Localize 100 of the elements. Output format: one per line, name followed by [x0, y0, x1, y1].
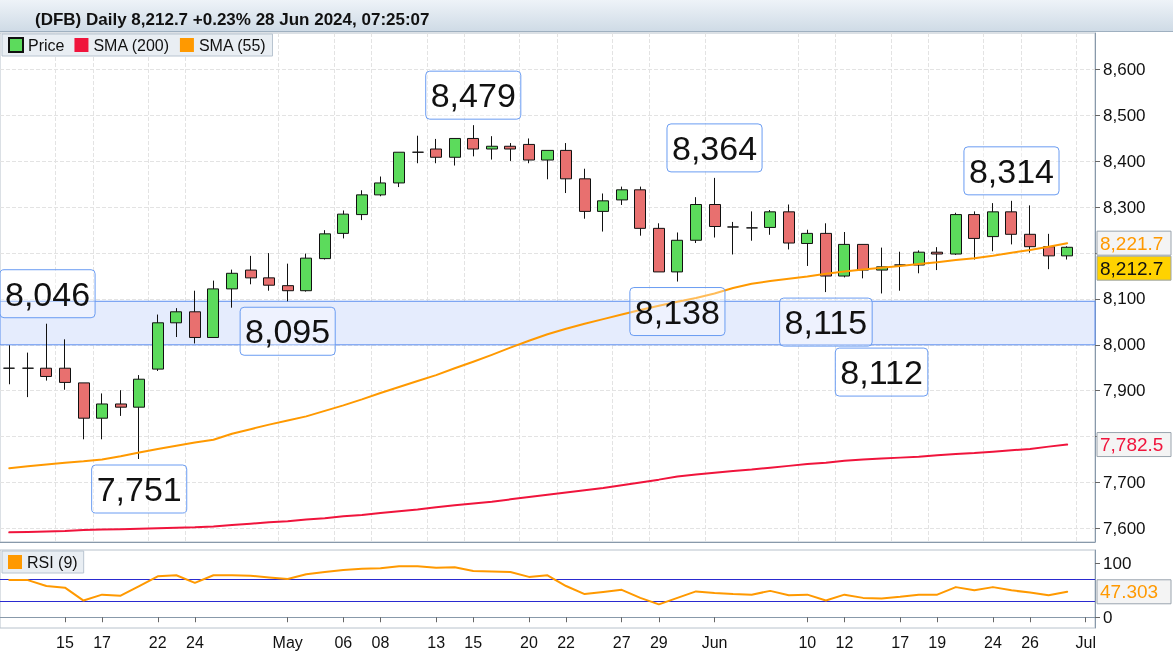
candlestick [968, 210, 980, 261]
x-tick-label: 15 [56, 633, 74, 651]
x-tick-label: May [272, 633, 303, 651]
text: 8,212.7 [1100, 257, 1164, 279]
candlestick [189, 290, 201, 344]
candlestick [931, 246, 943, 271]
y-tick-label: 8,000 [1103, 335, 1146, 355]
x-tick-label: 12 [835, 633, 854, 651]
chart-title: (DFB) Daily 8,212.7 +0.23% 28 Jun 2024, 07:25:07 [35, 10, 430, 29]
x-tick-label: 24 [185, 633, 204, 651]
x-tick-label: 17 [93, 633, 112, 651]
candlestick [449, 137, 461, 167]
candlestick [523, 137, 535, 164]
candlestick [950, 212, 962, 256]
y-tick-label: 7,600 [1103, 518, 1146, 538]
candlestick [412, 135, 424, 164]
x-tick-label: 15 [464, 633, 483, 651]
x-tick-label: 19 [928, 633, 947, 651]
x-tick-label: 27 [612, 633, 631, 651]
candlestick [671, 231, 683, 283]
annotation: 8,115 [784, 303, 868, 342]
x-tick-label: 24 [984, 633, 1002, 651]
legend-label: SMA (55) [198, 36, 266, 54]
data-label: 7,782.5 [1100, 434, 1164, 456]
legend-label: Price [28, 36, 65, 54]
candlestick [207, 280, 219, 338]
candlestick [857, 243, 869, 279]
y-tick-label: 7,900 [1103, 381, 1146, 401]
x-tick-label: 17 [891, 633, 910, 651]
candlestick [282, 263, 294, 302]
candlestick [40, 323, 52, 382]
y-tick-label: 100 [1103, 553, 1132, 573]
candlestick [560, 142, 572, 194]
candlestick [1043, 233, 1055, 270]
candlestick [245, 255, 257, 285]
annotation: 8,095 [245, 312, 331, 351]
candlestick [337, 209, 349, 239]
candlestick [504, 142, 516, 162]
y-tick-label: 7,700 [1103, 472, 1146, 492]
candlestick [59, 338, 71, 391]
y-tick-label: 0 [1103, 607, 1113, 627]
candlestick [597, 193, 609, 233]
y-tick-label: 8,100 [1103, 289, 1146, 309]
candlestick [3, 344, 15, 385]
x-tick-label: 13 [427, 633, 446, 651]
candlestick [226, 269, 238, 309]
candlestick [133, 374, 145, 460]
x-tick-label: 29 [649, 633, 668, 651]
x-tick-label: 22 [148, 633, 167, 651]
candlestick [1024, 204, 1036, 254]
candlestick [319, 229, 331, 261]
line-series [8, 443, 1069, 534]
candlestick [430, 138, 442, 164]
x-tick-label: 06 [334, 633, 353, 651]
line-series [8, 242, 1069, 470]
candlestick [838, 231, 850, 278]
candlestick [894, 251, 906, 292]
candlestick [96, 392, 108, 440]
candlestick [115, 389, 127, 417]
data-label: 8,221.7 [1100, 232, 1164, 254]
candlestick [78, 382, 90, 440]
candlestick [1005, 200, 1017, 245]
candlestick [374, 176, 386, 197]
annotation: 8,314 [968, 151, 1055, 190]
candlestick [616, 186, 628, 206]
candlestick [170, 307, 182, 338]
candlestick [987, 202, 999, 252]
candlestick [579, 168, 591, 220]
candlestick [634, 186, 646, 237]
candlestick [393, 151, 405, 188]
y-tick-label: 8,500 [1103, 106, 1146, 126]
candlestick [764, 209, 776, 236]
candlestick [467, 124, 479, 157]
candlestick [22, 352, 34, 398]
x-tick-label: 22 [557, 633, 576, 651]
candlestick [801, 229, 813, 267]
candlestick [263, 252, 275, 292]
annotation: 7,751 [96, 470, 182, 508]
x-tick-label: 08 [371, 633, 390, 651]
candlestick [152, 314, 164, 372]
candlestick [783, 204, 795, 250]
legend-label: SMA (200) [93, 36, 170, 54]
y-tick-label: 8,300 [1103, 197, 1146, 217]
candlestick [746, 210, 758, 242]
candlestick [300, 253, 312, 293]
x-tick-label: Jun [701, 633, 728, 651]
candlestick [820, 222, 832, 293]
candlestick [541, 149, 554, 180]
candlestick [653, 222, 665, 273]
x-tick-label: 26 [1021, 633, 1040, 651]
candlestick [1061, 245, 1073, 261]
candlestick [356, 189, 368, 221]
data-label: 47.303 [1100, 581, 1159, 603]
x-tick-label: 10 [798, 633, 817, 651]
annotation: 8,479 [430, 76, 516, 115]
annotation: 8,112 [840, 353, 923, 392]
annotation: 8,046 [4, 274, 91, 313]
x-tick-label: Jul [1075, 633, 1096, 651]
y-tick-label: 8,600 [1103, 60, 1146, 80]
candlestick [709, 177, 721, 239]
